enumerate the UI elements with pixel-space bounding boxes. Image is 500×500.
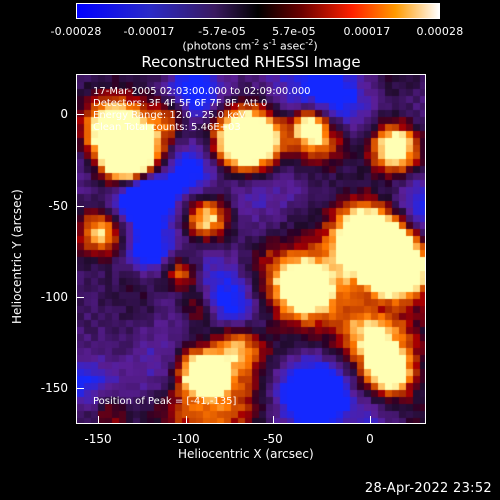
- plot-title: Reconstructed RHESSI Image: [141, 53, 361, 71]
- info-line-counts: Clean Total counts: 5.46E+03: [93, 122, 241, 133]
- colorbar: [76, 3, 440, 19]
- y-tick: [76, 297, 84, 298]
- y-tick-label: 0: [60, 107, 68, 121]
- info-line-time: 17-Mar-2005 02:03:00.000 to 02:09:00.000: [93, 86, 311, 97]
- colorbar-tick-label: -0.00028: [50, 25, 102, 38]
- x-tick: [273, 416, 274, 424]
- y-tick-label: -50: [48, 199, 68, 213]
- x-tick: [370, 416, 371, 424]
- colorbar-tick-label: -0.00017: [123, 25, 175, 38]
- y-tick-label: -150: [40, 381, 68, 395]
- x-tick-label: -150: [84, 432, 112, 446]
- rhessi-image: [76, 74, 426, 424]
- y-tick: [76, 388, 84, 389]
- info-line-energy: Energy Range: 12.0 - 25.0 keV: [93, 110, 246, 121]
- x-tick: [186, 416, 187, 424]
- info-line-detectors: Detectors: 3F 4F 5F 6F 7F 8F, Att 0: [93, 98, 268, 109]
- rhessi-image-canvas: [77, 75, 425, 423]
- x-tick: [98, 416, 99, 424]
- y-axis-label: Heliocentric Y (arcsec): [10, 189, 24, 324]
- colorbar-tick-label: 0.00028: [416, 25, 464, 38]
- colorbar-tick-label: 0.00017: [343, 25, 391, 38]
- colorbar-units: (photons cm-2 s-1 asec-2): [182, 38, 318, 53]
- x-tick-label: -50: [263, 432, 283, 446]
- colorbar-tick-label: -5.7e-05: [198, 25, 246, 38]
- colorbar-tick-label: 5.7e-05: [272, 25, 316, 38]
- x-axis-label: Heliocentric X (arcsec): [178, 447, 314, 461]
- y-tick: [76, 206, 84, 207]
- x-tick-label: -100: [172, 432, 200, 446]
- timestamp: 28-Apr-2022 23:52: [364, 481, 492, 496]
- peak-position-text: Position of Peak = [-41,-135]: [93, 396, 237, 407]
- y-tick: [76, 114, 84, 115]
- x-tick-label: 0: [366, 432, 374, 446]
- y-tick-label: -100: [40, 290, 68, 304]
